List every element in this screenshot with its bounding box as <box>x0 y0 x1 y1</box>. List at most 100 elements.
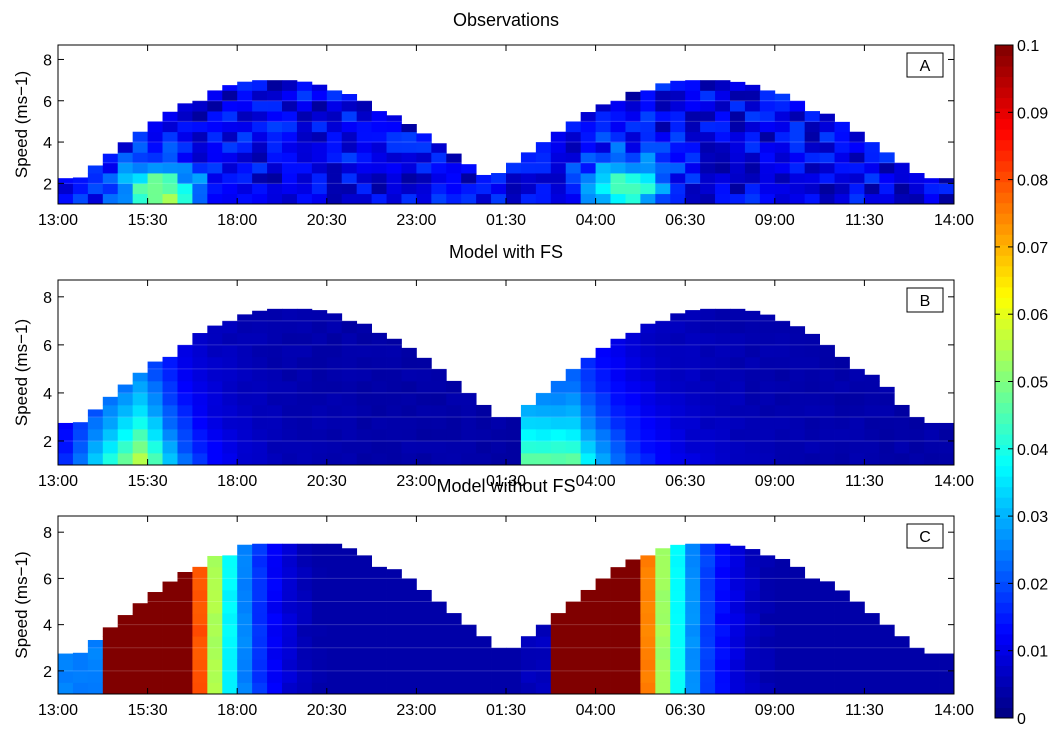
heatmap-cell <box>819 659 835 672</box>
heatmap-cell <box>296 416 313 430</box>
heatmap-cell <box>759 392 776 406</box>
heatmap-cell <box>700 566 716 579</box>
heatmap-cell <box>207 613 223 626</box>
heatmap-cell <box>789 624 806 637</box>
x-tick-label: 23:00 <box>396 702 436 719</box>
heatmap-cell <box>147 380 163 394</box>
heatmap-cell <box>789 344 806 358</box>
panel-letter: B <box>920 293 931 310</box>
heatmap-cell <box>132 173 148 184</box>
heatmap-cell <box>326 613 343 626</box>
heatmap-cell <box>685 601 701 614</box>
heatmap-cell <box>700 682 716 695</box>
colorbar-step <box>995 444 1013 456</box>
heatmap-cell <box>147 613 163 626</box>
heatmap-cell <box>715 404 731 418</box>
heatmap-cell <box>147 193 163 205</box>
heatmap-cell <box>326 121 343 133</box>
heatmap-cell <box>72 440 89 454</box>
heatmap-cell <box>789 428 806 442</box>
heatmap-cell <box>296 555 313 568</box>
grid-lines <box>58 58 954 184</box>
heatmap-cell <box>87 682 104 695</box>
heatmap-cell <box>237 173 253 184</box>
heatmap-cell <box>655 416 671 430</box>
heatmap-cell <box>87 173 104 184</box>
heatmap-cell <box>685 578 701 591</box>
heatmap-cell <box>864 380 880 394</box>
heatmap-cell <box>625 332 641 346</box>
heatmap-cell <box>416 659 432 672</box>
heatmap-cell <box>655 404 671 418</box>
heatmap-cell <box>237 544 253 556</box>
heatmap-cell <box>162 601 178 614</box>
heatmap-cell <box>132 193 148 205</box>
heatmap-cell <box>789 111 806 122</box>
colorbar-step <box>995 570 1013 582</box>
heatmap-cell <box>446 380 462 394</box>
heatmap-cell <box>282 368 298 382</box>
heatmap-cell <box>147 183 163 195</box>
heatmap-cell <box>192 344 208 358</box>
heatmap-cell <box>252 320 268 334</box>
heatmap-cell <box>267 380 283 394</box>
heatmap-cell <box>909 173 925 184</box>
heatmap-cell <box>58 653 74 660</box>
heatmap-cell <box>102 682 119 695</box>
colorbar-step <box>995 476 1013 488</box>
heatmap-cell <box>685 636 701 649</box>
heatmap-cell <box>296 344 313 358</box>
heatmap-cell <box>386 452 402 466</box>
heatmap-cell <box>774 356 791 370</box>
heatmap-cell <box>162 581 178 591</box>
heatmap-cell <box>610 100 626 112</box>
heatmap-cell <box>625 183 641 195</box>
heatmap-cell <box>789 404 806 418</box>
heatmap-cell <box>640 100 656 112</box>
heatmap-cell <box>804 356 820 370</box>
heatmap-cell <box>401 601 417 614</box>
heatmap-cell <box>446 162 462 174</box>
heatmap-cell <box>282 589 298 602</box>
heatmap-cell <box>774 142 791 153</box>
heatmap-cell <box>282 111 298 122</box>
heatmap-cell <box>595 392 611 406</box>
heatmap-cell <box>282 80 298 91</box>
heatmap-cell <box>595 131 611 143</box>
heatmap-cell <box>296 183 313 195</box>
heatmap-cell <box>132 162 148 174</box>
heatmap-cell <box>207 380 223 394</box>
heatmap-cell <box>461 452 477 466</box>
heatmap-cell <box>326 416 343 430</box>
heatmap-cell <box>700 344 716 358</box>
heatmap-cell <box>834 452 850 466</box>
heatmap-cell <box>610 647 626 660</box>
colorbar-step <box>995 87 1013 99</box>
heatmap-cell <box>237 578 253 591</box>
heatmap-cell <box>252 162 268 174</box>
colorbar-step <box>995 654 1013 666</box>
heatmap-cell <box>625 91 641 102</box>
heatmap-cell <box>715 440 731 454</box>
heatmap-cell <box>685 111 701 122</box>
heatmap-cell <box>207 368 223 382</box>
heatmap-cell <box>58 422 74 430</box>
heatmap-cell <box>894 636 910 649</box>
heatmap-cell <box>222 100 238 112</box>
panel-title: Model with FS <box>449 242 563 262</box>
heatmap-cell <box>296 566 313 579</box>
heatmap-cell <box>744 440 761 454</box>
heatmap-cell <box>625 659 641 672</box>
heatmap-cell <box>371 589 387 602</box>
heatmap-cell <box>550 440 567 454</box>
heatmap-cell <box>804 344 820 358</box>
heatmap-cell <box>685 152 701 164</box>
heatmap-cell <box>162 613 178 626</box>
heatmap-cell <box>550 380 567 394</box>
heatmap-cell <box>356 142 372 153</box>
heatmap-cell <box>401 578 417 591</box>
heatmap-cell <box>774 636 791 649</box>
x-tick-label: 09:00 <box>755 473 795 490</box>
heatmap-cell <box>476 636 492 649</box>
heatmap-cell <box>237 670 253 683</box>
